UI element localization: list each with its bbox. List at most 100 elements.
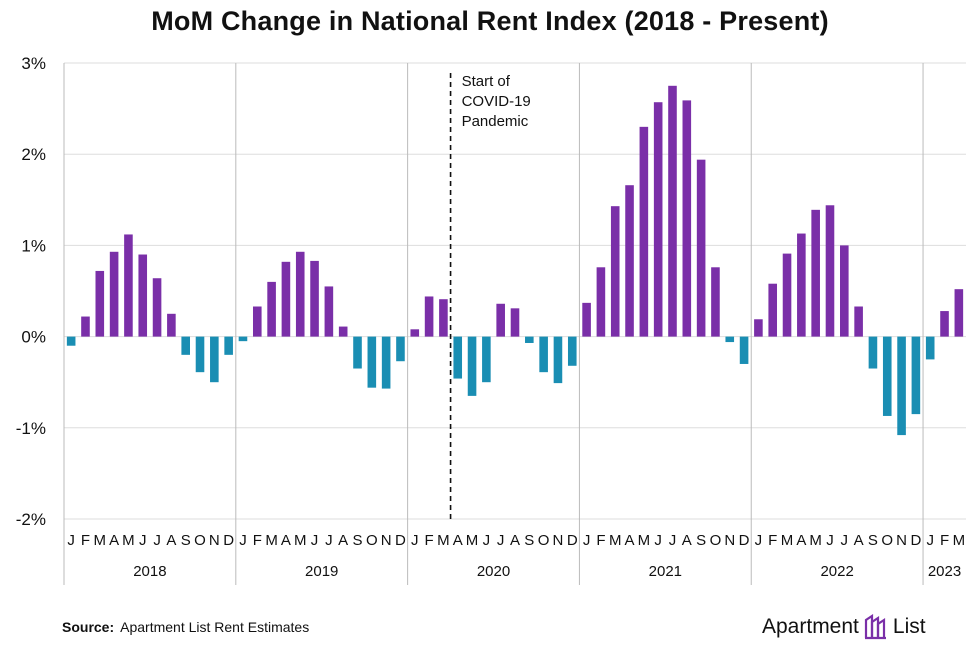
bar	[109, 251, 119, 337]
month-tick-label: A	[625, 532, 635, 549]
bar	[596, 267, 606, 337]
bar	[439, 299, 448, 337]
month-tick-label: M	[94, 532, 107, 549]
brand-right-text: List	[892, 615, 926, 638]
month-tick-label: F	[253, 532, 262, 549]
month-tick-label: O	[710, 532, 722, 549]
bar	[324, 286, 334, 337]
month-tick-label: S	[696, 532, 706, 549]
bar	[338, 326, 348, 337]
bar	[124, 234, 133, 337]
bar	[553, 336, 563, 384]
month-tick-label: N	[553, 532, 564, 549]
bar	[138, 254, 148, 337]
month-tick-label: A	[109, 532, 119, 549]
bar	[639, 126, 649, 337]
month-tick-label: S	[524, 532, 534, 549]
bar	[897, 336, 906, 436]
bar	[739, 336, 749, 364]
bar	[868, 336, 878, 369]
bar	[95, 270, 105, 337]
bar	[167, 313, 176, 337]
bar	[625, 185, 634, 337]
bar	[954, 289, 964, 337]
bar	[367, 336, 377, 388]
month-tick-label: J	[826, 532, 834, 549]
month-tick-label: F	[596, 532, 605, 549]
y-tick-label: -1%	[16, 419, 46, 438]
bar	[539, 336, 548, 373]
bar	[295, 251, 305, 337]
month-tick-label: M	[953, 532, 966, 549]
y-tick-label: 0%	[21, 328, 46, 347]
bar	[754, 319, 763, 337]
bar	[252, 306, 262, 337]
source-text: Apartment List Rent Estimates	[120, 619, 310, 635]
month-tick-label: A	[281, 532, 291, 549]
year-label: 2021	[649, 563, 682, 580]
bar	[66, 336, 76, 346]
month-tick-label: D	[223, 532, 234, 549]
month-tick-label: F	[81, 532, 90, 549]
month-tick-label: J	[669, 532, 677, 549]
month-tick-label: O	[538, 532, 550, 549]
bar	[381, 336, 391, 389]
bar	[782, 253, 792, 337]
bar	[353, 336, 362, 369]
month-tick-label: J	[139, 532, 147, 549]
bar	[467, 336, 477, 396]
annotation-text: Pandemic	[462, 113, 529, 130]
bar	[768, 283, 778, 337]
bar	[482, 336, 491, 383]
y-tick-label: 1%	[21, 236, 46, 255]
month-tick-label: J	[926, 532, 934, 549]
month-tick-label: J	[841, 532, 849, 549]
bar	[682, 100, 692, 337]
month-tick-label: M	[294, 532, 307, 549]
annotation-text: COVID-19	[462, 93, 531, 110]
month-tick-label: S	[181, 532, 191, 549]
bar	[195, 336, 205, 373]
year-label: 2020	[477, 563, 510, 580]
bar	[711, 267, 720, 337]
bar	[696, 159, 706, 337]
month-tick-label: J	[325, 532, 333, 549]
month-tick-label: M	[122, 532, 135, 549]
month-tick-label: F	[768, 532, 777, 549]
month-tick-label: S	[353, 532, 363, 549]
month-tick-label: O	[881, 532, 893, 549]
month-tick-label: S	[868, 532, 878, 549]
month-tick-label: O	[366, 532, 378, 549]
bar	[668, 85, 677, 337]
month-tick-label: N	[381, 532, 392, 549]
bar	[525, 336, 534, 343]
y-tick-label: -2%	[16, 510, 46, 529]
month-tick-label: M	[437, 532, 450, 549]
bar	[582, 302, 591, 337]
month-tick-label: J	[67, 532, 75, 549]
bar	[510, 308, 520, 337]
month-tick-label: M	[609, 532, 622, 549]
month-tick-label: M	[265, 532, 278, 549]
bar	[224, 336, 233, 355]
month-tick-label: M	[809, 532, 822, 549]
bar	[281, 261, 291, 337]
month-tick-label: N	[896, 532, 907, 549]
bar	[267, 281, 276, 337]
month-tick-label: A	[453, 532, 463, 549]
month-tick-label: D	[739, 532, 750, 549]
month-tick-label: A	[854, 532, 864, 549]
chart-title: MoM Change in National Rent Index (2018 …	[151, 6, 829, 36]
bar	[811, 209, 820, 337]
month-tick-label: N	[209, 532, 220, 549]
month-tick-label: A	[166, 532, 176, 549]
year-label: 2023	[928, 563, 961, 580]
month-tick-label: F	[425, 532, 434, 549]
source-note: Source: Apartment List Rent Estimates	[62, 619, 309, 635]
month-tick-label: A	[338, 532, 348, 549]
month-tick-label: M	[781, 532, 794, 549]
month-tick-label: O	[194, 532, 206, 549]
bar	[238, 336, 248, 342]
month-tick-label: J	[239, 532, 247, 549]
